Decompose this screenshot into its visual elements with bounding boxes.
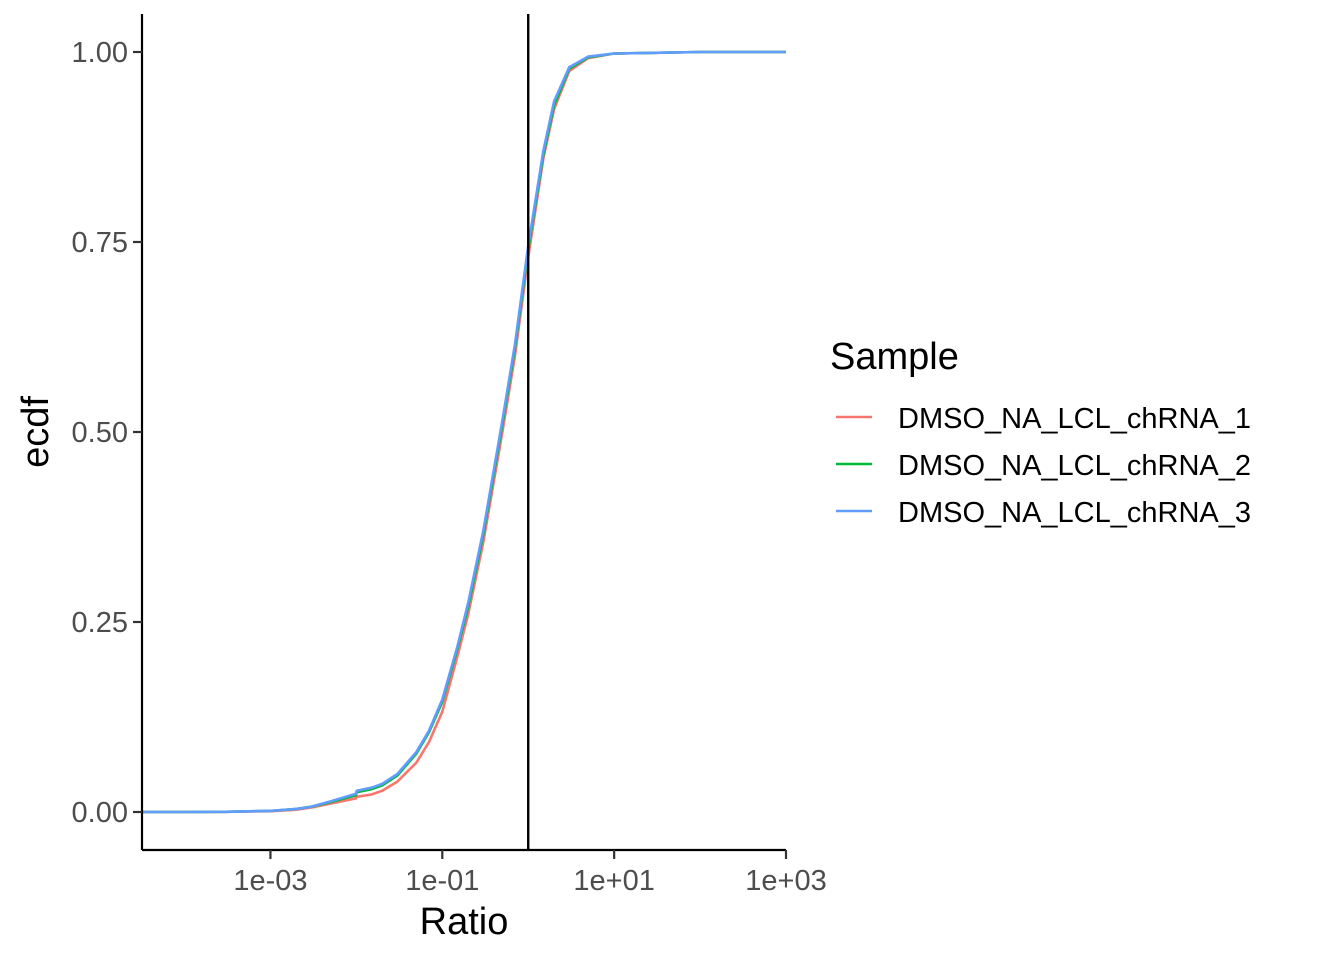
series-layer: [141, 50, 786, 814]
y-tick-label: 0.00: [72, 797, 128, 829]
legend: Sample DMSO_NA_LCL_chRNA_1DMSO_NA_LCL_ch…: [830, 336, 1251, 529]
axes-layer: 0.00 0.25 0.50 0.75 1.00 1e-03 1e-01 1e+01 1e+03: [72, 14, 827, 897]
x-axis-title: Ratio: [420, 901, 509, 943]
legend-label: DMSO_NA_LCL_chRNA_1: [898, 403, 1251, 435]
legend-item: DMSO_NA_LCL_chRNA_1: [836, 403, 1251, 435]
y-tick-label: 1.00: [72, 37, 128, 69]
y-tick-label: 0.50: [72, 417, 128, 449]
legend-title: Sample: [830, 336, 959, 378]
legend-label: DMSO_NA_LCL_chRNA_2: [898, 450, 1251, 482]
legend-label: DMSO_NA_LCL_chRNA_3: [898, 497, 1251, 529]
x-tick-label: 1e-01: [405, 865, 479, 897]
legend-item: DMSO_NA_LCL_chRNA_2: [836, 450, 1251, 482]
y-tick-label: 0.25: [72, 607, 128, 639]
y-axis-title: ecdf: [15, 396, 57, 468]
series-line-2: [141, 50, 786, 814]
series-line-3: [141, 50, 786, 814]
y-tick-label: 0.75: [72, 227, 128, 259]
series-line-1: [141, 50, 786, 814]
legend-items: DMSO_NA_LCL_chRNA_1 DMSO_NA_LCL_chRNA_2 DM…: [836, 403, 1251, 529]
legend-item: DMSO_NA_LCL_chRNA_3: [836, 497, 1251, 529]
x-tick-label: 1e-03: [233, 865, 307, 897]
x-tick-label: 1e+01: [573, 865, 654, 897]
x-tick-label: 1e+03: [745, 865, 826, 897]
